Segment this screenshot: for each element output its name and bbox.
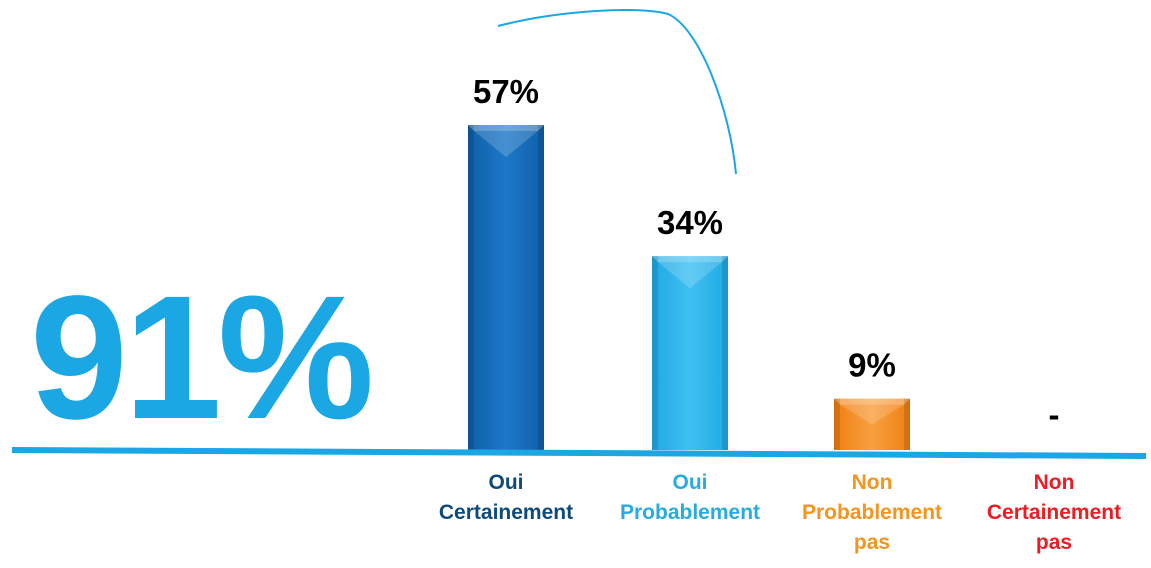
- category-label-line: Probablement: [801, 501, 943, 524]
- baseline: [11, 447, 1147, 459]
- category-label: Oui Certainement: [421, 468, 591, 528]
- value-label: 57%: [473, 73, 539, 110]
- category-label: Oui Probablement: [605, 468, 775, 528]
- category-label-line: pas: [853, 531, 891, 554]
- category-label-line: pas: [1035, 531, 1073, 554]
- category-label-line: Certainement: [986, 501, 1122, 524]
- grouping-bracket: [497, 9, 737, 175]
- category-label-line: Certainement: [438, 501, 574, 524]
- category-label-line: Non: [851, 471, 893, 494]
- category-label-line: Oui: [672, 471, 708, 494]
- category-label-line: Probablement: [619, 501, 761, 524]
- bar: [652, 256, 728, 450]
- value-label: -: [1049, 396, 1060, 433]
- bar: [834, 398, 910, 450]
- category-label-line: Non: [1033, 471, 1075, 494]
- category-label-line: Oui: [488, 471, 524, 494]
- value-label: 9%: [848, 347, 896, 384]
- bar: [468, 125, 544, 450]
- category-label: Non Probablement pas: [787, 468, 957, 558]
- total-percentage: 91%: [30, 260, 374, 456]
- category-label: Non Certainement pas: [969, 468, 1139, 558]
- value-label: 34%: [657, 204, 723, 241]
